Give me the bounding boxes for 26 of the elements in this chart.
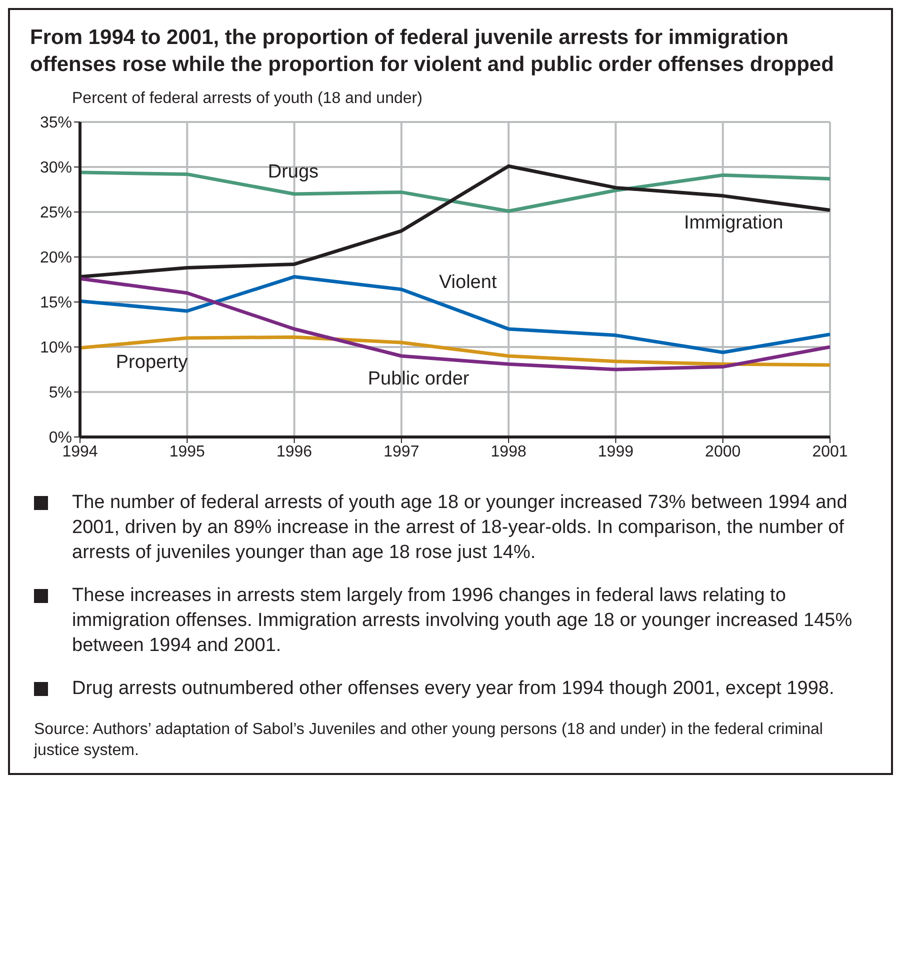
x-tick-label: 2000: [705, 443, 741, 460]
x-tick-label: 1995: [169, 443, 206, 460]
line-series: [80, 275, 830, 354]
source-note: Source: Authors’ adaptation of Sabol’s Juveniles and other young persons (18 and under) in the federal criminal justice system.: [34, 720, 824, 761]
series-label: Public order: [368, 368, 470, 390]
y-tick-label: 5%: [48, 384, 72, 402]
x-tick-label: 1996: [276, 443, 312, 460]
y-axis-title: Percent of federal arrests of youth (18 and under): [71, 90, 424, 108]
x-tick-label: 1997: [384, 443, 420, 460]
text: These increases in arrests stem largely from 1996 changes in federal laws relating to immigration offenses. Immigration arrests involving youth age 18 or younger increased 145% between 1994 and 2001.: [72, 584, 854, 658]
y-tick-label: 20%: [40, 250, 72, 267]
x-tick-label: 1998: [490, 443, 526, 460]
text: Drug arrests outnumbered other offenses every year from 1994 though 2001, except 1998.: [72, 677, 834, 701]
series-label: Immigration: [684, 212, 784, 234]
chart-title: From 1994 to 2001, the proportion of federal juvenile arrests for immigration offenses rose while the proportion for violent and public order offenses dropped: [29, 25, 835, 78]
series-label: Property: [116, 352, 188, 374]
y-tick-label: 15%: [40, 294, 72, 312]
y-tick-label: 30%: [40, 160, 72, 177]
x-tick-label: 1999: [598, 443, 634, 460]
series-label: Violent: [438, 272, 498, 294]
y-tick-label: 25%: [40, 204, 72, 222]
y-tick-label: 10%: [40, 340, 72, 357]
x-tick-label: 2001: [812, 443, 848, 460]
series-label: Drugs: [268, 161, 319, 182]
y-tick-label: 35%: [40, 114, 72, 132]
text: The number of federal arrests of youth age 18 or younger increased 73% between 1994 and 2001, driven by an 89% increase in the arrest of 18-year-olds. In comparison, the number of arrests of juveniles younger than age 18 rose just 14%.: [72, 491, 848, 565]
